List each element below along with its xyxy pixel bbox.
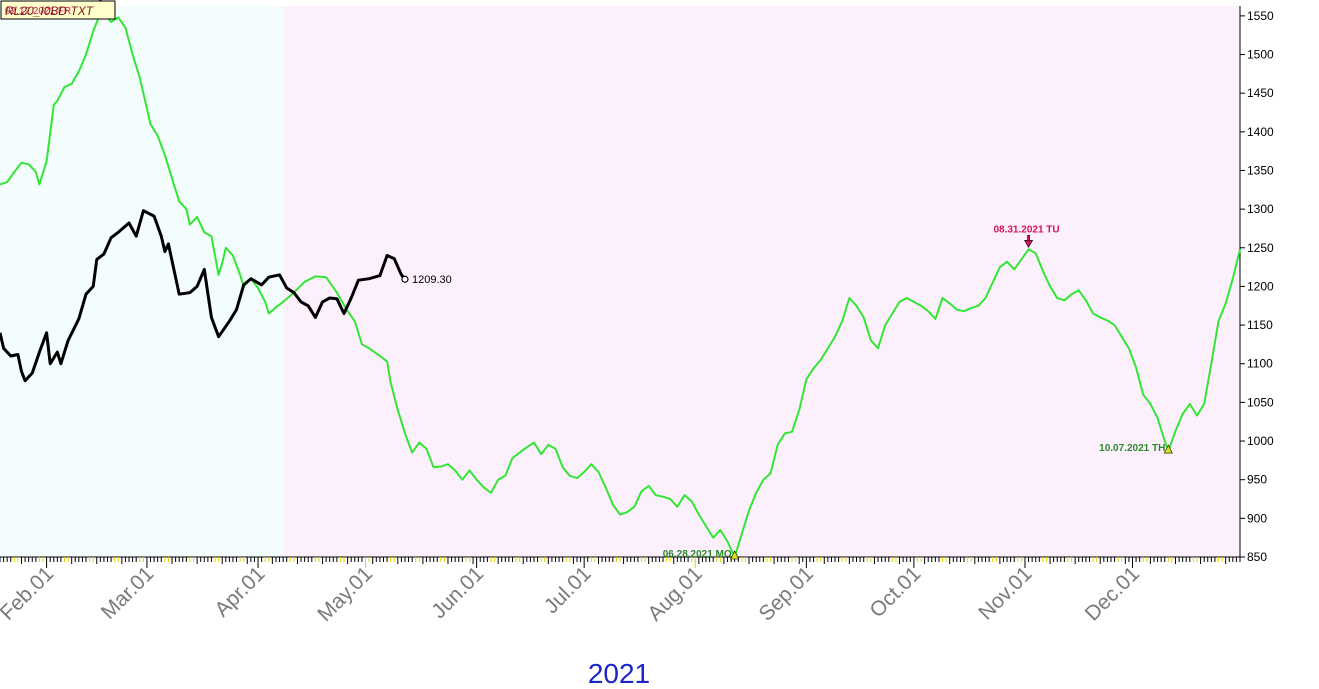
x-tick-label: Nov.01	[974, 562, 1036, 624]
series-lines: 1209.30	[0, 12, 1241, 558]
low-arrow-icon	[730, 550, 740, 560]
y-tick-label: 1050	[1247, 395, 1274, 409]
history-region	[0, 6, 284, 557]
x-tick-label: Jul.01	[540, 562, 596, 618]
y-tick-label: 1500	[1247, 48, 1274, 62]
x-tick-label: Apr.01	[210, 562, 269, 621]
y-axis-ticks: 850 900 950 1000 1050 1100 1150 1200 1250 1300 135…	[1240, 9, 1274, 564]
year-label: 2021	[588, 658, 650, 689]
low-annotation-label: 10.07.2021 TH	[1099, 443, 1165, 454]
y-tick-label: 1450	[1247, 86, 1274, 100]
y-tick-label: 950	[1247, 473, 1267, 487]
x-tick-label: Feb.01	[0, 562, 58, 625]
y-tick-label: 1100	[1247, 357, 1273, 371]
high-annotation-label: 08.31.2021 TU	[993, 224, 1059, 235]
x-tick-label: Jun.01	[427, 562, 488, 623]
title-box: 02.12.2021 FR RL20_I0BD TXT	[0, 0, 116, 20]
x-tick-label: Mar.01	[97, 562, 159, 624]
title-overlay-text: 02.12.2021 FR	[5, 6, 71, 17]
title-text: RL20_I0BD TXT	[5, 4, 95, 18]
last-value-label: 1209.30	[412, 274, 452, 286]
y-tick-label: 1250	[1247, 241, 1274, 255]
x-tick-label: Sep.01	[755, 562, 818, 625]
y-tick-label: 1300	[1247, 202, 1274, 216]
actual-series-line	[0, 209, 407, 383]
x-axis-ticks: Feb.01 Mar.01 Apr.01 May.01 Jun.01 Jul.01 Aug.…	[0, 557, 1241, 626]
y-tick-label: 1000	[1247, 434, 1274, 448]
x-tick-label: Aug.01	[643, 562, 706, 625]
low-annotation-label: 06.28.2021 MO	[663, 549, 732, 560]
y-tick-label: 1350	[1247, 163, 1274, 177]
x-tick-label: May.01	[313, 562, 377, 626]
y-tick-label: 900	[1247, 511, 1267, 525]
high-arrow-icon	[1024, 235, 1034, 248]
x-tick-label: Oct.01	[865, 562, 925, 622]
y-tick-label: 1550	[1247, 9, 1274, 23]
x-tick-label: Dec.01	[1081, 562, 1144, 625]
y-tick-label: 1150	[1247, 318, 1273, 332]
y-tick-label: 1200	[1247, 279, 1274, 293]
y-tick-label: 1400	[1247, 125, 1274, 139]
forecast-series-line	[0, 12, 1241, 558]
y-tick-label: 850	[1247, 550, 1267, 564]
low-arrow-icon	[1163, 444, 1173, 454]
last-value-marker	[401, 275, 409, 283]
